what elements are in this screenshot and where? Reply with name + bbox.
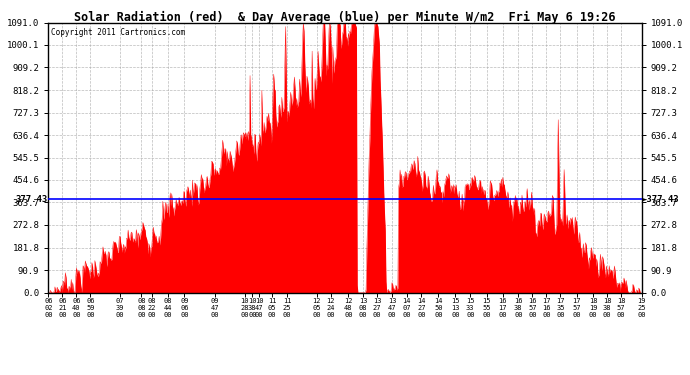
Text: Copyright 2011 Cartronics.com: Copyright 2011 Cartronics.com: [51, 28, 186, 37]
Text: ►377.43: ►377.43: [642, 195, 680, 204]
Text: 377.43: 377.43: [15, 195, 48, 204]
Text: Solar Radiation (red)  & Day Average (blue) per Minute W/m2  Fri May 6 19:26: Solar Radiation (red) & Day Average (blu…: [75, 11, 615, 24]
